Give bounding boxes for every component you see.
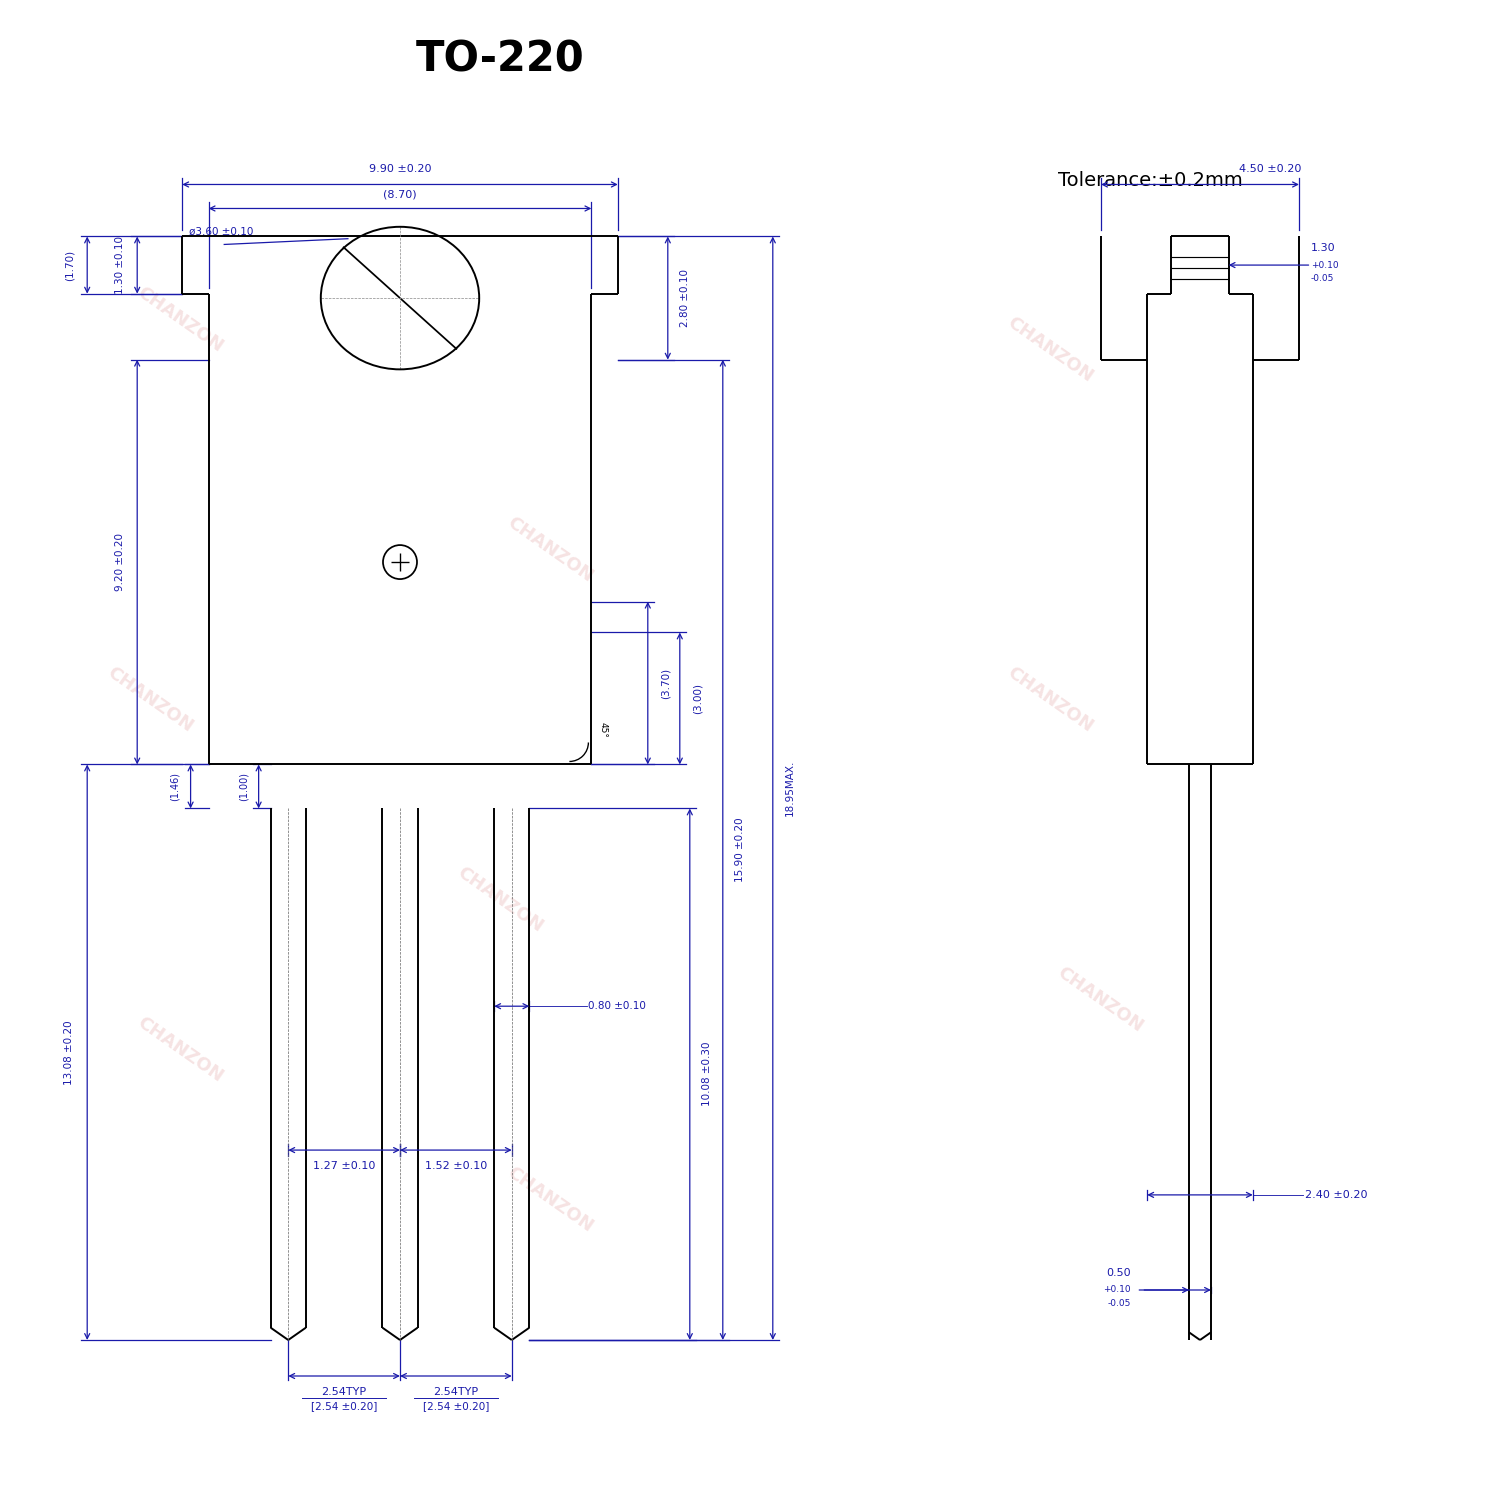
Text: (3.70): (3.70) <box>662 668 670 699</box>
Text: 2.40 ±0.20: 2.40 ±0.20 <box>1305 1190 1368 1200</box>
Text: (1.70): (1.70) <box>64 249 74 280</box>
Text: 2.54TYP: 2.54TYP <box>433 1388 478 1396</box>
Text: -0.05: -0.05 <box>1108 1299 1131 1308</box>
Text: CHANZON: CHANZON <box>504 514 596 586</box>
Text: 9.20 ±0.20: 9.20 ±0.20 <box>116 532 124 591</box>
Text: CHANZON: CHANZON <box>134 284 226 356</box>
Text: 2.54TYP: 2.54TYP <box>321 1388 366 1396</box>
Text: 1.52 ±0.10: 1.52 ±0.10 <box>424 1161 488 1172</box>
Text: 1.27 ±0.10: 1.27 ±0.10 <box>314 1161 375 1172</box>
Text: CHANZON: CHANZON <box>1054 964 1146 1036</box>
Text: CHANZON: CHANZON <box>134 1014 226 1086</box>
Text: +0.10: +0.10 <box>1311 261 1338 270</box>
Text: 1.30 ±0.10: 1.30 ±0.10 <box>116 236 124 294</box>
Text: (8.70): (8.70) <box>382 189 417 200</box>
Text: CHANZON: CHANZON <box>504 1164 596 1236</box>
Text: 4.50 ±0.20: 4.50 ±0.20 <box>1239 165 1300 174</box>
Text: CHANZON: CHANZON <box>1004 664 1096 736</box>
Text: (3.00): (3.00) <box>693 682 703 714</box>
Text: ø3.60 ±0.10: ø3.60 ±0.10 <box>189 226 254 237</box>
Text: 15.90 ±0.20: 15.90 ±0.20 <box>735 818 746 882</box>
Text: CHANZON: CHANZON <box>1004 314 1096 386</box>
Text: 10.08 ±0.30: 10.08 ±0.30 <box>702 1042 712 1107</box>
Text: 18.95MAX.: 18.95MAX. <box>784 760 795 816</box>
Text: 45°: 45° <box>598 722 608 738</box>
Text: 9.90 ±0.20: 9.90 ±0.20 <box>369 165 432 174</box>
Text: -0.05: -0.05 <box>1311 273 1334 282</box>
Text: 2.80 ±0.10: 2.80 ±0.10 <box>680 268 690 327</box>
Text: CHANZON: CHANZON <box>104 664 196 736</box>
Text: 1.30: 1.30 <box>1311 243 1335 254</box>
Text: 0.80 ±0.10: 0.80 ±0.10 <box>588 1000 645 1011</box>
Text: TO-220: TO-220 <box>416 39 585 81</box>
Text: +0.10: +0.10 <box>1104 1286 1131 1294</box>
Text: (1.00): (1.00) <box>238 772 249 801</box>
Text: [2.54 ±0.20]: [2.54 ±0.20] <box>423 1401 489 1411</box>
Text: (1.46): (1.46) <box>170 772 180 801</box>
Text: Tolerance:±0.2mm: Tolerance:±0.2mm <box>1058 171 1242 189</box>
Text: 13.08 ±0.20: 13.08 ±0.20 <box>64 1020 74 1084</box>
Text: 0.50: 0.50 <box>1107 1268 1131 1278</box>
Text: CHANZON: CHANZON <box>454 864 546 936</box>
Text: [2.54 ±0.20]: [2.54 ±0.20] <box>310 1401 378 1411</box>
